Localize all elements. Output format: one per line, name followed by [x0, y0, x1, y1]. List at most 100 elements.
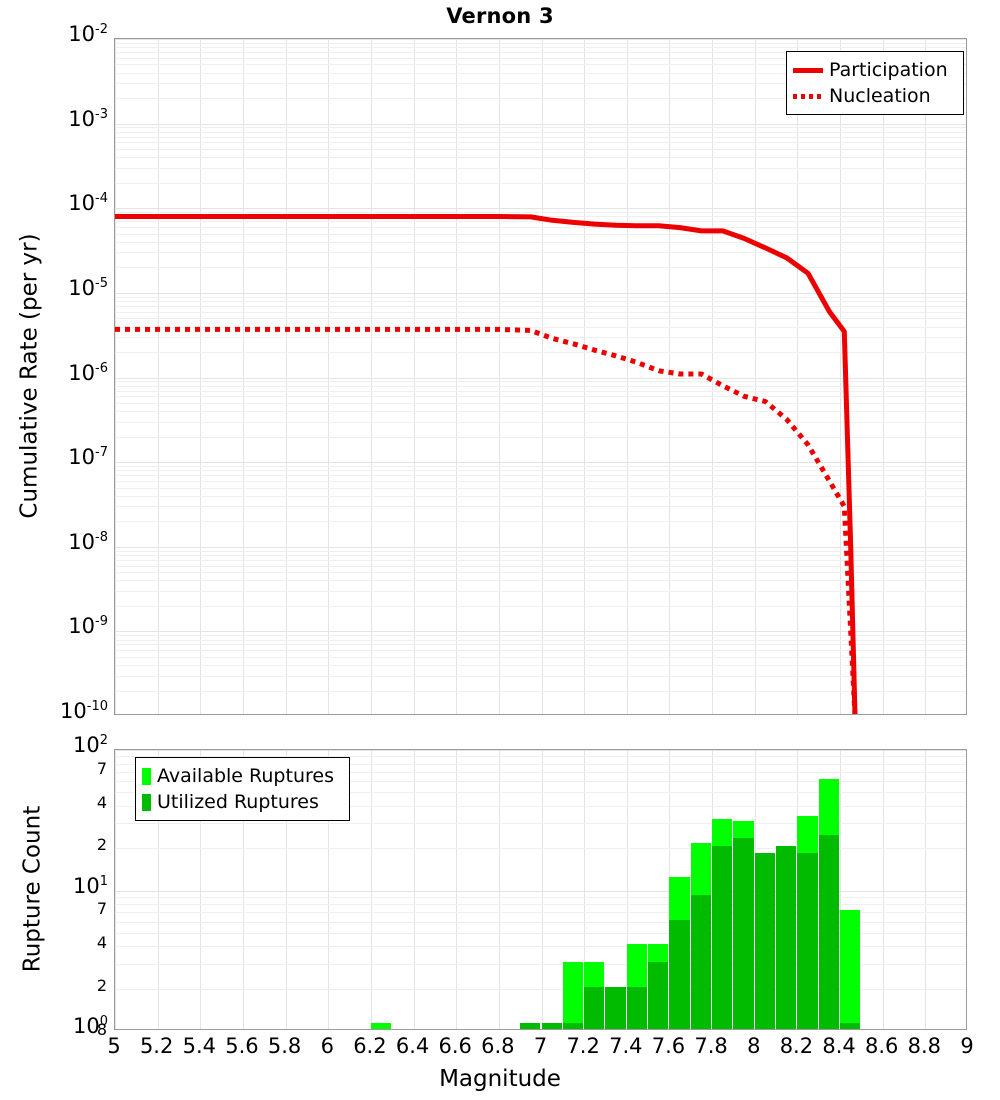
gridline-horizontal-minor — [115, 764, 966, 765]
bar-group — [584, 750, 605, 1029]
gridline-vertical — [542, 750, 543, 1029]
y-tick-label: 10-7 — [68, 445, 108, 470]
legend-item: Participation — [793, 57, 955, 83]
gridline-horizontal-minor — [115, 297, 966, 298]
gridline-horizontal-minor — [115, 137, 966, 138]
gridline-horizontal — [115, 293, 966, 294]
gridline-horizontal-minor — [115, 781, 966, 782]
gridline-vertical — [627, 750, 628, 1029]
gridline-horizontal-minor — [115, 252, 966, 253]
gridline-horizontal-minor — [115, 506, 966, 507]
gridline-horizontal-minor — [115, 560, 966, 561]
x-tick-label: 8.8 — [907, 1034, 942, 1058]
bar-utilized — [626, 986, 648, 1029]
gridline-horizontal-minor — [115, 132, 966, 133]
gridline-vertical — [115, 750, 116, 1029]
bar-utilized — [648, 961, 669, 1029]
gridline-horizontal-minor — [115, 475, 966, 476]
gridline-horizontal-minor — [115, 301, 966, 302]
bar-utilized — [520, 1023, 541, 1029]
gridline-horizontal-minor — [115, 848, 966, 849]
gridline-horizontal-minor — [115, 964, 966, 965]
gridline-horizontal — [115, 891, 966, 892]
gridline-horizontal-minor — [115, 676, 966, 677]
gridline-vertical — [243, 39, 244, 714]
bar-utilized — [818, 835, 840, 1029]
gridline-horizontal-minor — [115, 665, 966, 666]
gridline-horizontal-minor — [115, 572, 966, 573]
y-tick-label: 10-4 — [68, 191, 108, 216]
curve-participation — [115, 214, 858, 714]
color-swatch-icon — [142, 767, 151, 785]
color-swatch-icon — [142, 793, 151, 811]
gridline-horizontal-minor — [115, 352, 966, 353]
gridline-horizontal-minor — [115, 481, 966, 482]
bar-group — [605, 750, 626, 1029]
bar-group — [776, 750, 797, 1029]
gridline-vertical — [456, 39, 457, 714]
x-tick-label: 8.6 — [864, 1034, 899, 1058]
x-tick-label: 5.8 — [267, 1034, 302, 1058]
gridline-horizontal-minor — [115, 52, 966, 53]
gridline-horizontal-minor — [115, 337, 966, 338]
gridline-horizontal-minor — [115, 327, 966, 328]
legend-item: Available Ruptures — [142, 763, 341, 789]
x-tick-label: 6.8 — [481, 1034, 515, 1058]
top-legend: Participation Nucleation — [786, 51, 964, 115]
gridline-horizontal-minor — [115, 606, 966, 607]
gridline-horizontal-minor — [115, 488, 966, 489]
y-tick-label: 101 — [72, 873, 108, 898]
y-tick-label: 10-5 — [68, 275, 108, 300]
gridline-vertical — [371, 39, 372, 714]
gridline-vertical — [200, 39, 201, 714]
gridline-vertical — [286, 750, 287, 1029]
x-tick-label: 7.4 — [609, 1034, 643, 1058]
gridline-horizontal-minor — [115, 381, 966, 382]
gridline-vertical — [925, 750, 926, 1029]
gridline-vertical — [584, 750, 585, 1029]
gridline-horizontal-minor — [115, 43, 966, 44]
x-tick-label: 8 — [747, 1034, 761, 1058]
gridline-horizontal-minor — [115, 47, 966, 48]
y-tick-label-minor: 2 — [96, 975, 107, 995]
x-tick-label: 5.2 — [139, 1034, 174, 1058]
gridline-vertical — [883, 39, 884, 714]
x-tick-label: 6.4 — [395, 1034, 430, 1058]
legend-label: Utilized Ruptures — [157, 791, 319, 813]
x-tick-label: 7.2 — [566, 1034, 600, 1058]
gridline-horizontal-minor — [115, 83, 966, 84]
gridline-horizontal-minor — [115, 772, 966, 773]
x-tick-label: 5.4 — [182, 1034, 216, 1058]
x-tick-label: 7.8 — [694, 1034, 728, 1058]
gridline-horizontal-minor — [115, 496, 966, 497]
gridline-vertical — [115, 39, 116, 714]
gridline-horizontal-minor — [115, 635, 966, 636]
x-axis-title: Magnitude — [439, 1066, 561, 1092]
bar-utilized — [669, 919, 690, 1029]
gridline-horizontal-minor — [115, 127, 966, 128]
gridline-vertical — [499, 750, 500, 1029]
bar-group — [541, 750, 562, 1029]
bar-utilized — [712, 846, 733, 1029]
bar-group — [818, 750, 840, 1029]
gridline-horizontal-minor — [115, 470, 966, 471]
gridline-horizontal-minor — [115, 566, 966, 567]
dotted-line-icon — [793, 93, 823, 99]
solid-line-icon — [793, 67, 823, 73]
gridline-horizontal-minor — [115, 466, 966, 467]
gridline-horizontal-minor — [115, 168, 966, 169]
y-tick-label-minor: 8 — [96, 1020, 107, 1039]
gridline-horizontal-minor — [115, 227, 966, 228]
gridline-horizontal-minor — [115, 98, 966, 99]
gridline-vertical — [840, 750, 841, 1029]
y-tick-label-minor: 7 — [96, 899, 107, 919]
gridline-vertical — [840, 39, 841, 714]
bar-group — [754, 750, 776, 1029]
x-tick-label: 8.4 — [822, 1034, 856, 1058]
gridline-horizontal — [115, 208, 966, 209]
gridline-vertical — [542, 39, 543, 714]
bar-available — [562, 961, 584, 1029]
gridline-vertical — [286, 39, 287, 714]
bar-group — [626, 750, 648, 1029]
gridline-horizontal-minor — [115, 644, 966, 645]
